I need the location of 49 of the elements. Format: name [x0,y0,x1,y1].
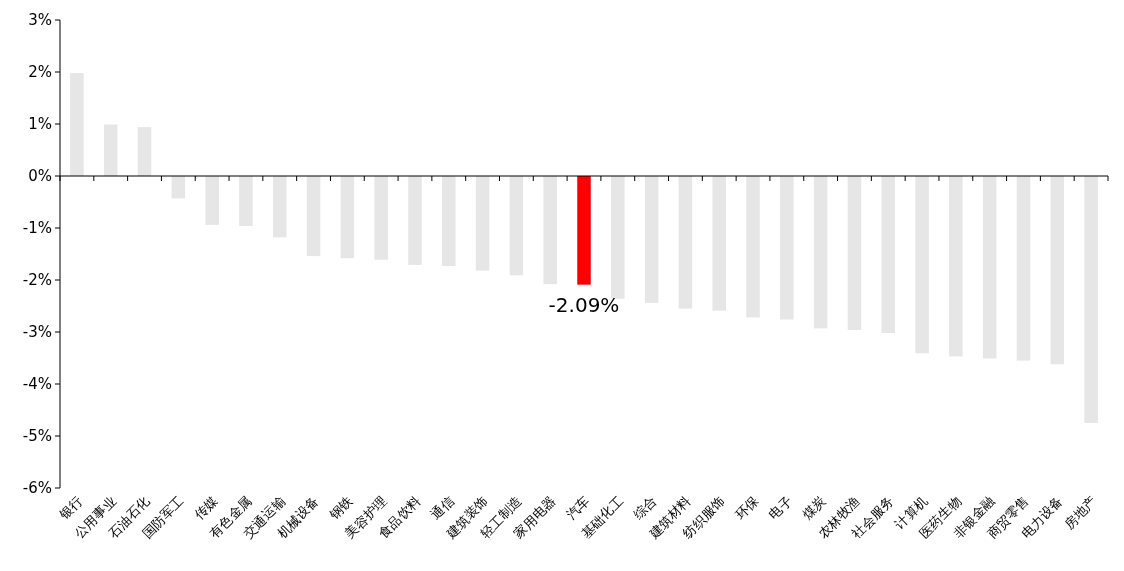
x-tick-label: 房地产 [1061,493,1100,532]
bar [374,176,388,260]
x-tick-label: 煤炭 [799,493,829,523]
bar [408,176,422,265]
y-tick-label: -2% [22,271,52,290]
bar [103,124,118,176]
bar [509,176,524,276]
bar [205,176,219,225]
bar [70,73,84,176]
bar [915,176,929,354]
bar [1050,176,1065,365]
x-tick-label: 通信 [427,493,457,523]
bar [340,176,355,259]
bar [577,176,591,285]
data-label: -2.09% [548,292,620,317]
bar [272,176,287,238]
x-tick-label: 综合 [630,493,660,523]
bar [746,176,760,318]
bar [780,176,794,320]
y-tick-label: -4% [22,375,52,394]
y-tick-label: 2% [28,63,52,82]
bar [239,176,253,226]
bar [442,176,456,266]
x-tick-label: 电子 [765,493,795,523]
y-tick-label: 3% [28,11,52,30]
bar [306,176,321,257]
bar [1084,176,1098,423]
bar [543,176,557,285]
bar [1016,176,1031,361]
y-tick-label: -6% [22,479,52,498]
x-tick-label: 环保 [732,493,762,523]
x-tick-label: 传媒 [191,493,221,523]
y-tick-label: 1% [28,115,52,134]
bar [475,176,490,271]
bar [881,176,896,334]
bar [949,176,963,357]
bar [611,176,625,299]
bar [644,176,659,303]
y-tick-label: -3% [22,323,52,342]
y-tick-label: -1% [22,219,52,238]
bar [678,176,693,309]
bar [137,127,152,176]
bar [847,176,862,330]
bar [813,176,828,329]
bar [712,176,726,311]
bar [171,176,186,199]
y-tick-label: 0% [28,167,52,186]
y-tick-label: -5% [22,427,52,446]
bar [982,176,997,359]
